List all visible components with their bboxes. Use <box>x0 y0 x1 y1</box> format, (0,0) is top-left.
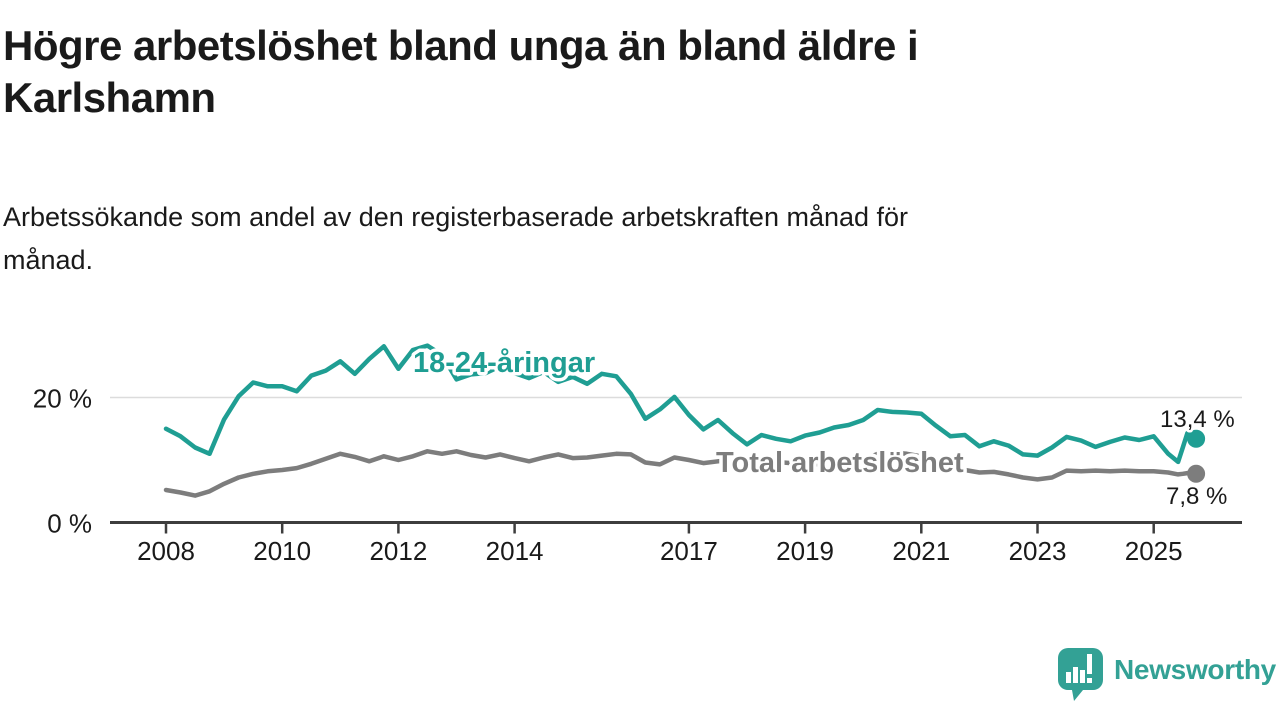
subtitle-line-2: månad. <box>3 245 94 275</box>
page-title: Högre arbetslöshet bland unga än bland ä… <box>3 20 919 124</box>
series-label-young: 18-24-åringar <box>413 347 595 379</box>
page-subtitle: Arbetssökande som andel av den registerb… <box>3 196 908 282</box>
newsworthy-logo-icon <box>1058 648 1103 701</box>
logo-bar-tall <box>1073 667 1078 683</box>
x-axis-label-2017: 2017 <box>660 536 718 566</box>
x-axis-label-2023: 2023 <box>1009 536 1067 566</box>
series-label-total: Total arbetslöshet <box>716 447 964 479</box>
end-value-label-total: 7,8 % <box>1166 483 1227 510</box>
title-line-2: Karlshamn <box>3 74 216 121</box>
x-axis-label-2021: 2021 <box>892 536 950 566</box>
end-value-label-young: 13,4 % <box>1160 406 1235 433</box>
series-end-dot-young <box>1187 429 1206 448</box>
y-axis-label-20: 20 % <box>33 384 92 414</box>
series-line-young <box>163 343 1199 465</box>
x-axis-label-2014: 2014 <box>486 536 544 566</box>
brand-name: Newsworthy <box>1114 654 1276 685</box>
logo-exclamation-bar <box>1087 654 1092 674</box>
series-end-dot-total <box>1187 464 1206 483</box>
x-axis-label-2012: 2012 <box>369 536 427 566</box>
y-axis-label-0: 0 % <box>47 509 92 539</box>
logo-bar-medium <box>1080 670 1085 683</box>
x-axis-label-2019: 2019 <box>776 536 834 566</box>
subtitle-line-1: Arbetssökande som andel av den registerb… <box>3 202 909 232</box>
x-axis-label-2010: 2010 <box>253 536 311 566</box>
title-line-1: Högre arbetslöshet bland unga än bland ä… <box>3 22 919 69</box>
x-axis-label-2008: 2008 <box>137 536 195 566</box>
newsworthy-logo: Newsworthy <box>1058 648 1276 701</box>
logo-exclamation-dot <box>1087 678 1092 683</box>
x-axis-label-2025: 2025 <box>1125 536 1183 566</box>
logo-bar-small <box>1066 672 1071 683</box>
series-line-total <box>163 449 1199 498</box>
